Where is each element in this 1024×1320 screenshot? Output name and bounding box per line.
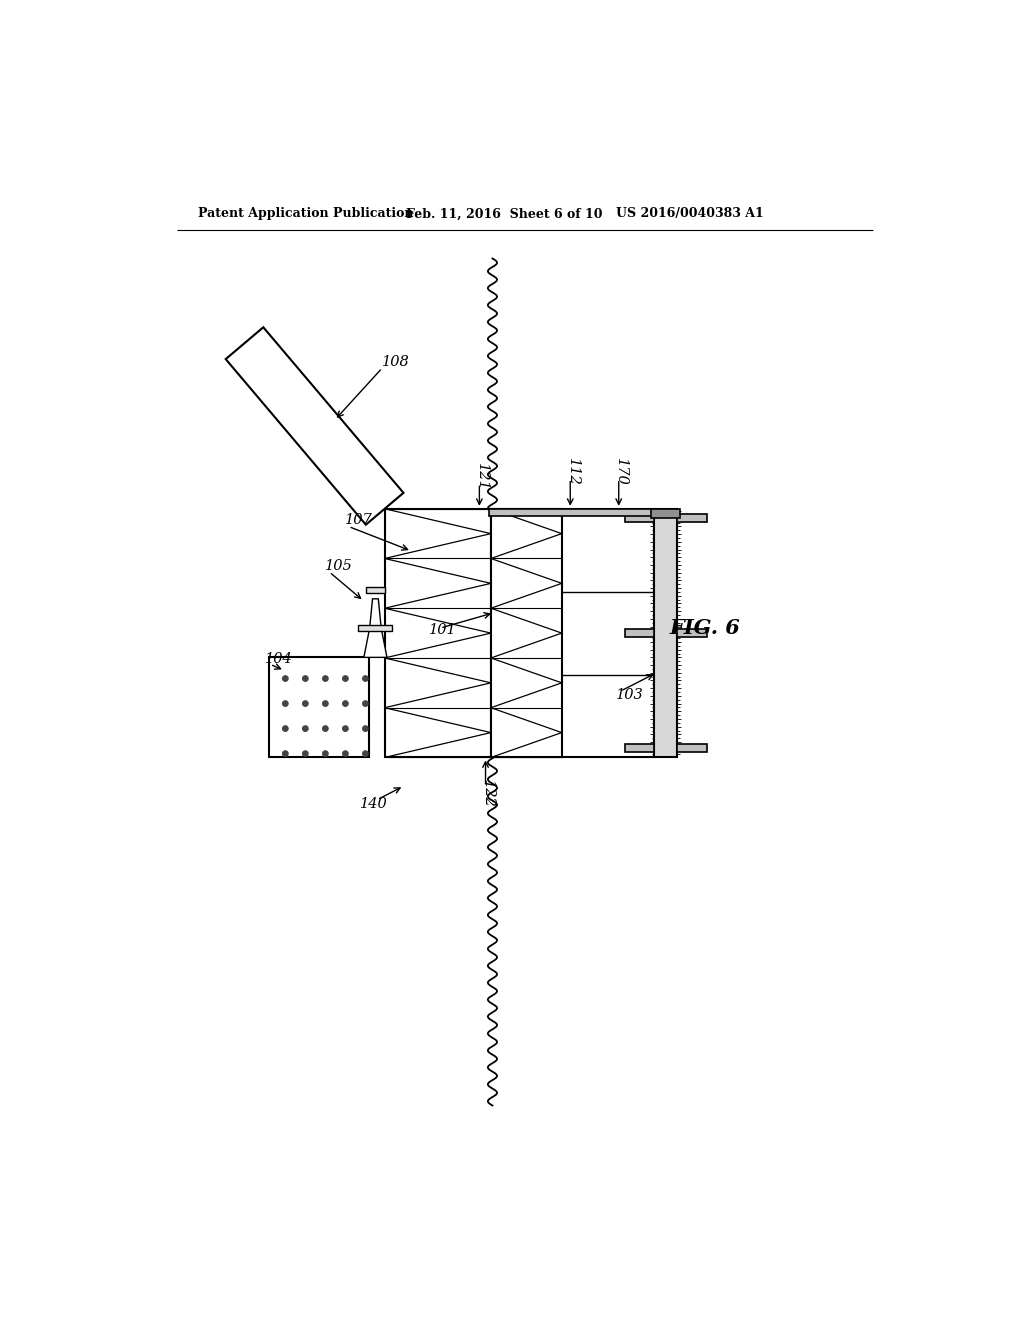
Circle shape [343, 676, 348, 681]
Circle shape [362, 751, 368, 756]
Text: 121: 121 [475, 462, 488, 490]
Bar [490, 508, 654, 758]
Circle shape [283, 676, 288, 681]
Bar [269, 657, 370, 758]
Circle shape [343, 751, 348, 756]
Text: 101: 101 [429, 623, 457, 638]
Bar [367, 586, 385, 593]
Circle shape [303, 701, 308, 706]
Circle shape [362, 676, 368, 681]
Polygon shape [364, 628, 387, 657]
Polygon shape [370, 599, 381, 628]
Text: 122: 122 [481, 780, 495, 808]
Bar [651, 508, 680, 517]
Bar [490, 508, 562, 758]
Bar [677, 744, 707, 752]
Bar [489, 508, 655, 516]
Circle shape [303, 751, 308, 756]
Circle shape [283, 701, 288, 706]
Circle shape [323, 676, 328, 681]
Circle shape [343, 726, 348, 731]
Circle shape [283, 751, 288, 756]
Polygon shape [225, 327, 403, 524]
Text: 140: 140 [360, 797, 388, 810]
Bar [677, 630, 707, 638]
Circle shape [283, 726, 288, 731]
Text: FIG. 6: FIG. 6 [670, 618, 740, 639]
Text: Patent Application Publication: Patent Application Publication [199, 207, 414, 220]
Text: US 2016/0040383 A1: US 2016/0040383 A1 [615, 207, 764, 220]
Circle shape [303, 726, 308, 731]
Text: Feb. 11, 2016  Sheet 6 of 10: Feb. 11, 2016 Sheet 6 of 10 [407, 207, 603, 220]
Text: 104: 104 [265, 652, 293, 665]
Text: 107: 107 [345, 513, 373, 527]
Bar [385, 508, 490, 758]
Bar [358, 626, 392, 631]
Text: 112: 112 [565, 458, 580, 486]
Circle shape [323, 726, 328, 731]
Bar [625, 744, 654, 752]
Bar [654, 508, 677, 758]
Circle shape [303, 676, 308, 681]
Circle shape [323, 701, 328, 706]
Bar [625, 630, 654, 638]
Text: 170: 170 [614, 458, 628, 486]
Bar [625, 515, 654, 521]
Circle shape [362, 701, 368, 706]
Circle shape [323, 751, 328, 756]
Circle shape [362, 726, 368, 731]
Bar [677, 515, 707, 521]
Circle shape [343, 701, 348, 706]
Text: 108: 108 [382, 355, 410, 370]
Text: 105: 105 [325, 560, 352, 573]
Text: 103: 103 [615, 688, 643, 702]
